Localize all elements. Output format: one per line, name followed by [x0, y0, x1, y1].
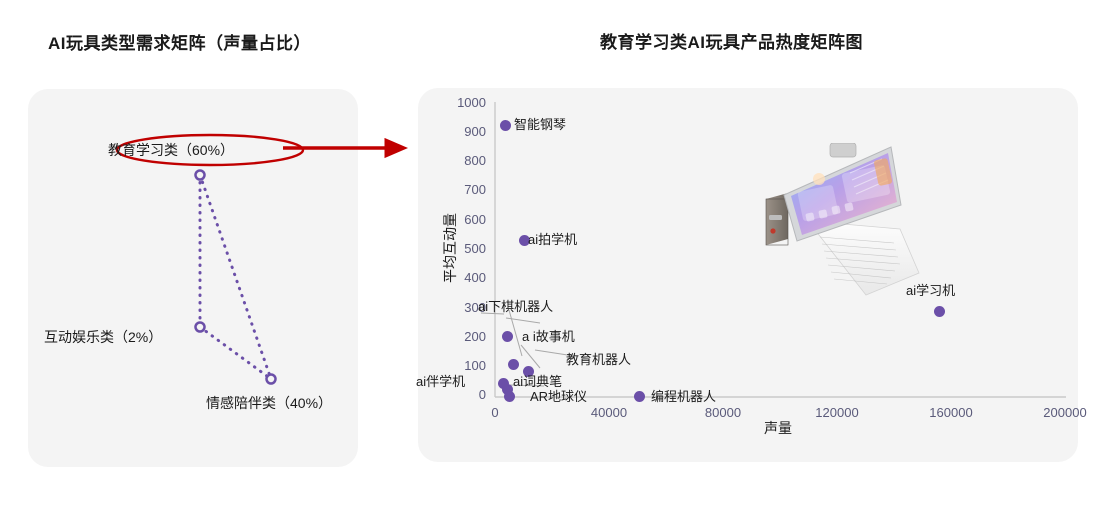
connector-arrow [283, 137, 409, 159]
right-chart-title: 教育学习类AI玩具产品热度矩阵图 [600, 33, 863, 52]
leader-line-xiaqi [520, 344, 541, 369]
point-label-ardiqiuyi: AR地球仪 [530, 389, 588, 404]
highlight-ellipse [115, 133, 305, 167]
right-chart-card [418, 88, 1078, 462]
y-tick-700: 700 [464, 182, 486, 197]
plot-axes [480, 102, 1066, 398]
node-marker-companionship[interactable] [265, 373, 277, 385]
point-label-bianchengjiqiren: 编程机器人 [651, 389, 717, 404]
leader-line-gushiji [508, 309, 523, 357]
x-tick-40000: 40000 [590, 405, 628, 420]
leader-line-diqiuyi [509, 384, 545, 387]
point-label-aibanxueji: ai伴学机 [416, 374, 466, 389]
data-point-zhinenggangqin[interactable] [500, 120, 511, 131]
x-tick-200000: 200000 [1043, 405, 1087, 420]
triangle-edge-bottom [198, 325, 273, 381]
point-label-zhinenggangqin: 智能钢琴 [514, 117, 567, 132]
point-label-aixiaqi: ai下棋机器人 [478, 299, 554, 314]
x-tick-160000: 160000 [929, 405, 973, 420]
node-marker-education[interactable] [194, 169, 206, 181]
node-label-education: 教育学习类（60%） [108, 142, 235, 158]
point-label-aixuexiji: ai学习机 [906, 283, 956, 298]
data-point-jiaoyujiqiren[interactable] [523, 366, 534, 377]
data-point-aixuexiji[interactable] [934, 306, 945, 317]
node-label-entertainment: 互动娱乐类（2%） [44, 329, 163, 345]
node-label-companionship: 情感陪伴类（40%） [206, 395, 333, 411]
data-point-aibanxueji[interactable] [498, 378, 509, 389]
x-axis-label: 声量 [764, 420, 792, 436]
product-photo-ai-learning-machine [765, 143, 920, 296]
y-axis-label: 平均互动量 [442, 213, 458, 283]
y-tick-0: 0 [478, 387, 486, 402]
y-tick-1000: 1000 [457, 95, 486, 110]
x-tick-80000: 80000 [704, 405, 742, 420]
y-tick-500: 500 [464, 241, 486, 256]
left-chart-title: AI玩具类型需求矩阵（声量占比） [48, 34, 311, 53]
triangle-edge-right [198, 173, 273, 381]
y-tick-300: 300 [464, 300, 486, 315]
y-tick-900: 900 [464, 124, 486, 139]
data-point-aicidianbi[interactable] [502, 384, 513, 395]
point-label-aigushiji: a i故事机 [522, 329, 575, 344]
node-marker-entertainment[interactable] [194, 321, 206, 333]
y-tick-800: 800 [464, 153, 486, 168]
data-point-aipaixueji[interactable] [519, 235, 530, 246]
demand-matrix-diagram [115, 133, 305, 385]
x-tick-120000: 120000 [815, 405, 859, 420]
scatter-plot: 1000 900 800 700 600 500 400 300 200 100… [416, 88, 1087, 462]
data-point-bianchengjiqiren[interactable] [634, 391, 645, 402]
leader-line-banxueji [480, 312, 505, 315]
y-tick-600: 600 [464, 212, 486, 227]
data-point-ardiqiuyi[interactable] [504, 391, 515, 402]
point-label-jiaoyujiqiren: 教育机器人 [566, 352, 632, 367]
leader-line-jiaoyu [534, 349, 575, 357]
data-point-aigushiji[interactable] [508, 359, 519, 370]
y-tick-100: 100 [464, 358, 486, 373]
x-tick-0: 0 [491, 405, 499, 420]
point-label-aipaixueji: ai拍学机 [528, 232, 578, 247]
point-label-aicidianbi: ai词典笔 [513, 374, 563, 389]
data-point-aixiaqi[interactable] [502, 331, 513, 342]
y-tick-200: 200 [464, 329, 486, 344]
y-tick-400: 400 [464, 270, 486, 285]
